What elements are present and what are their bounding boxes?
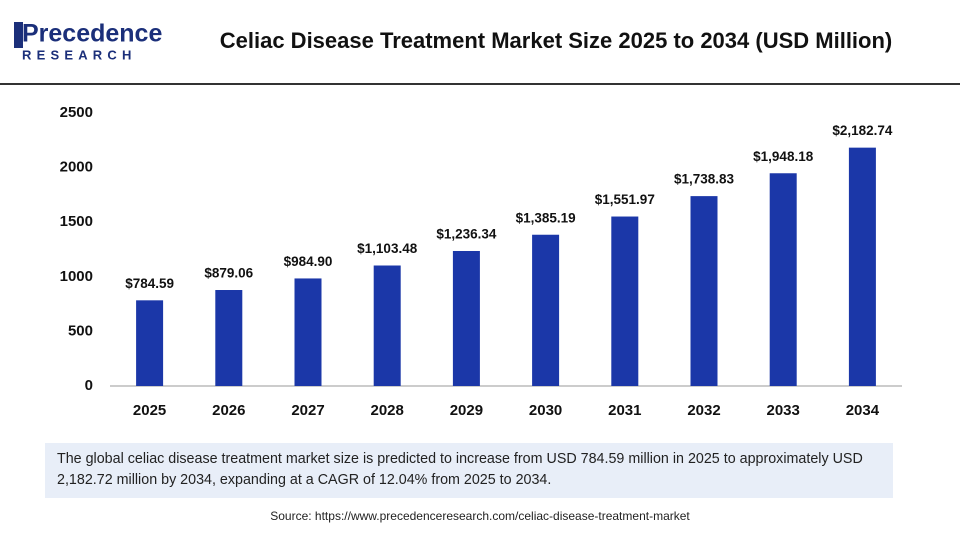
value-label: $879.06 xyxy=(204,266,253,281)
y-tick-label: 2500 xyxy=(60,104,93,121)
source: Source: https://www.precedenceresearch.c… xyxy=(270,509,690,523)
bar xyxy=(136,300,164,386)
bar xyxy=(611,216,639,386)
bar xyxy=(294,278,322,386)
value-label: $1,385.19 xyxy=(516,210,576,225)
x-tick-label: 2034 xyxy=(846,402,880,419)
y-tick-label: 1000 xyxy=(60,268,93,285)
y-tick-label: 1500 xyxy=(60,213,93,230)
value-label: $784.59 xyxy=(125,276,174,291)
y-tick-label: 2000 xyxy=(60,159,93,176)
value-label: $1,738.83 xyxy=(674,172,735,187)
x-tick-label: 2029 xyxy=(450,402,483,419)
bar xyxy=(215,290,243,386)
value-label: $1,236.34 xyxy=(436,227,497,242)
x-tick-label: 2025 xyxy=(133,402,166,419)
logo-icon xyxy=(14,22,23,48)
description: The global celiac disease treatment mark… xyxy=(45,443,893,498)
x-tick-label: 2027 xyxy=(291,402,324,419)
logo-tagline: RESEARCH xyxy=(22,47,137,62)
value-label: $984.90 xyxy=(284,254,333,269)
chart: Precedence RESEARCH Celiac Disease Treat… xyxy=(0,20,960,419)
x-tick-label: 2033 xyxy=(767,402,800,419)
x-tick-label: 2030 xyxy=(529,402,562,419)
bar xyxy=(452,250,480,386)
chart-title: Celiac Disease Treatment Market Size 202… xyxy=(220,28,893,53)
x-tick-label: 2028 xyxy=(371,402,404,419)
y-tick-label: 0 xyxy=(85,377,93,394)
bar xyxy=(532,234,560,386)
y-tick-label: 500 xyxy=(68,322,93,339)
bar xyxy=(373,265,401,386)
value-label: $1,948.18 xyxy=(753,149,814,164)
logo-name: Precedence xyxy=(22,20,162,48)
value-label: $2,182.74 xyxy=(832,123,893,138)
bar xyxy=(690,196,718,386)
bar xyxy=(848,147,876,386)
x-tick-label: 2026 xyxy=(212,402,245,419)
value-label: $1,103.48 xyxy=(357,241,418,256)
x-tick-label: 2031 xyxy=(608,402,641,419)
x-tick-label: 2032 xyxy=(687,402,720,419)
value-label: $1,551.97 xyxy=(595,192,655,207)
bar xyxy=(769,173,797,386)
